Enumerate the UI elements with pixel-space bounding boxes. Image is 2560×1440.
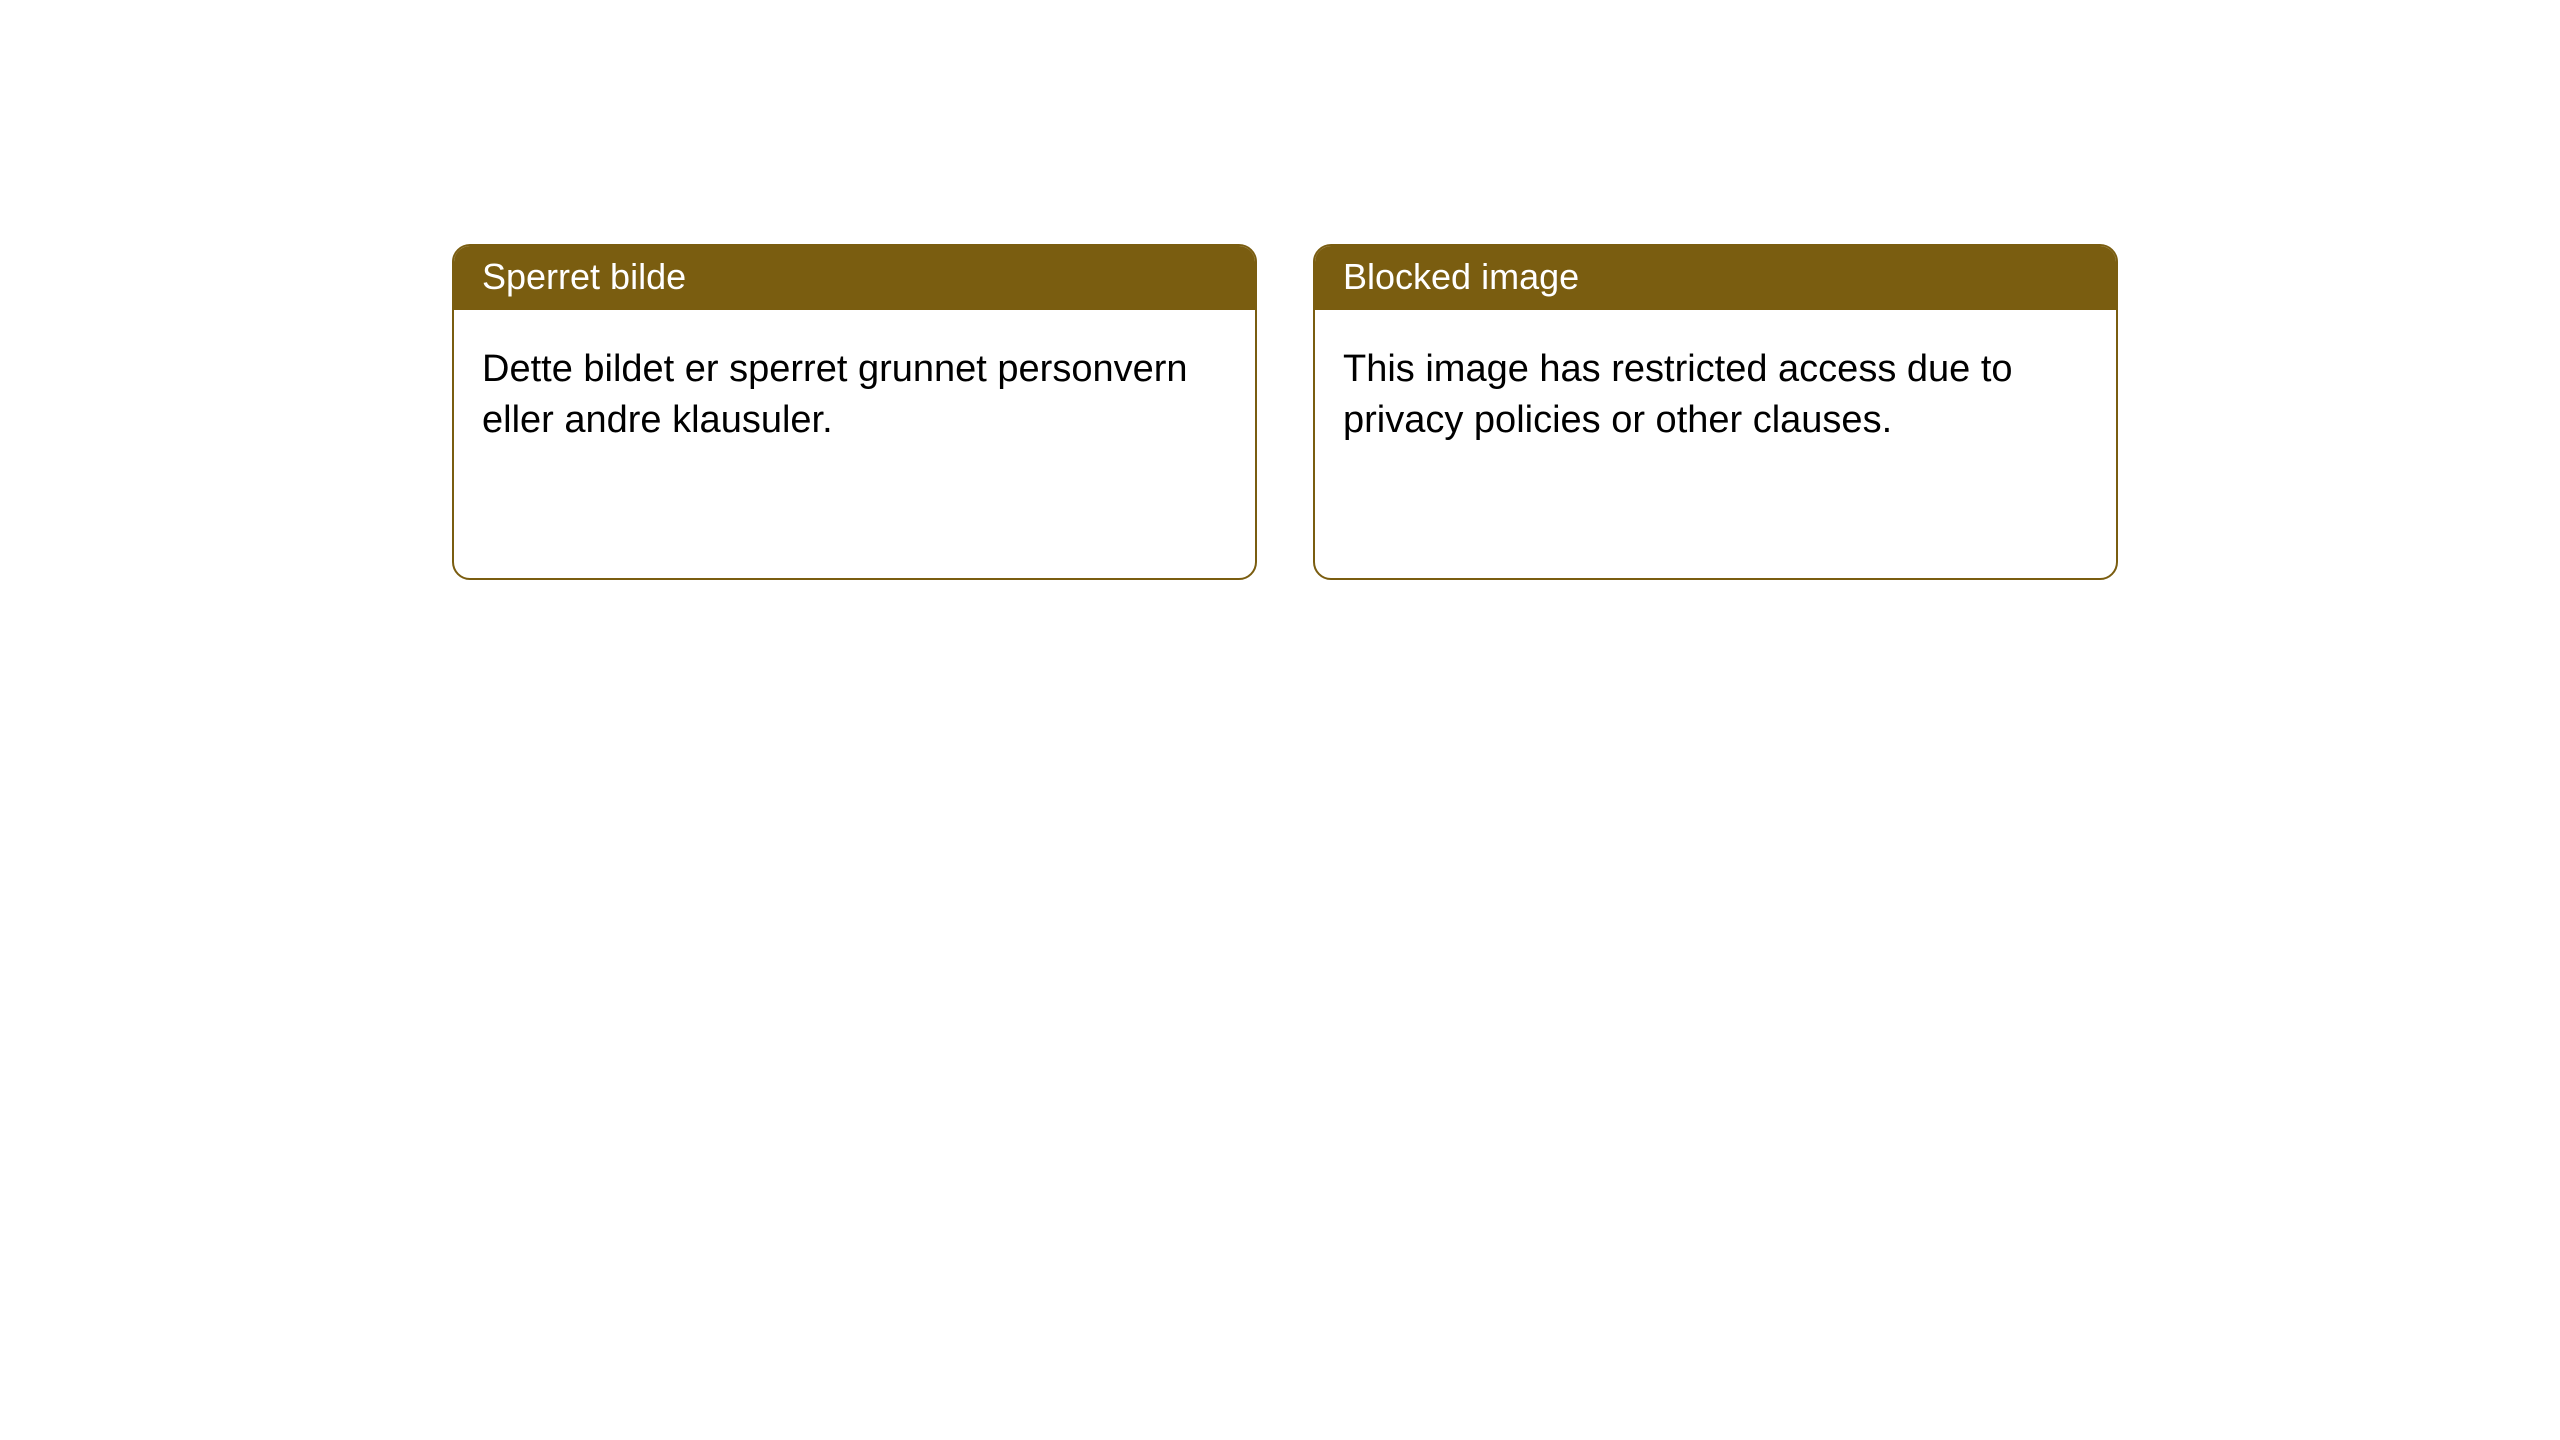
card-title: Sperret bilde — [482, 256, 686, 297]
card-title: Blocked image — [1343, 256, 1579, 297]
card-header: Sperret bilde — [454, 246, 1255, 310]
card-header: Blocked image — [1315, 246, 2116, 310]
card-body: This image has restricted access due to … — [1315, 310, 2116, 481]
card-body-text: Dette bildet er sperret grunnet personve… — [482, 348, 1188, 441]
notice-card-norwegian: Sperret bilde Dette bildet er sperret gr… — [452, 244, 1257, 580]
notice-cards-container: Sperret bilde Dette bildet er sperret gr… — [452, 244, 2118, 580]
card-body-text: This image has restricted access due to … — [1343, 348, 2013, 441]
card-body: Dette bildet er sperret grunnet personve… — [454, 310, 1255, 481]
notice-card-english: Blocked image This image has restricted … — [1313, 244, 2118, 580]
